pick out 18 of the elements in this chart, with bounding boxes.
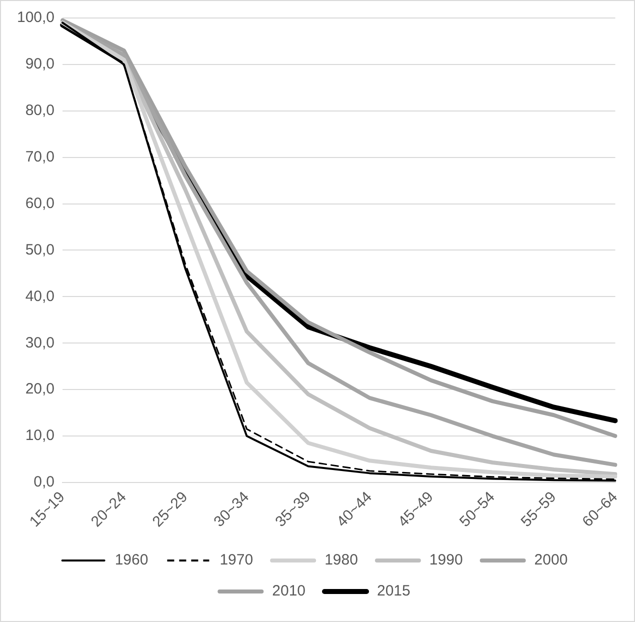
legend-label: 1970 xyxy=(220,552,254,569)
y-tick-label: 60,0 xyxy=(25,194,55,212)
y-tick-label: 100,0 xyxy=(16,9,55,26)
y-tick-label: 0,0 xyxy=(34,474,55,491)
legend-label: 2015 xyxy=(377,582,410,600)
legend-label: 1960 xyxy=(114,552,148,569)
y-tick-label: 90,0 xyxy=(25,56,55,73)
y-tick-label: 70,0 xyxy=(25,148,55,166)
legend-label: 2000 xyxy=(534,552,568,569)
legend-label: 2010 xyxy=(272,582,306,600)
legend-label: 1990 xyxy=(429,552,463,569)
y-tick-label: 50,0 xyxy=(25,241,55,258)
y-tick-label: 20,0 xyxy=(25,380,55,398)
y-tick-label: 10,0 xyxy=(25,427,55,444)
y-tick-label: 30,0 xyxy=(25,334,55,352)
y-tick-label: 80,0 xyxy=(25,102,55,120)
legend-label: 1980 xyxy=(324,552,358,569)
y-tick-label: 40,0 xyxy=(25,288,55,305)
